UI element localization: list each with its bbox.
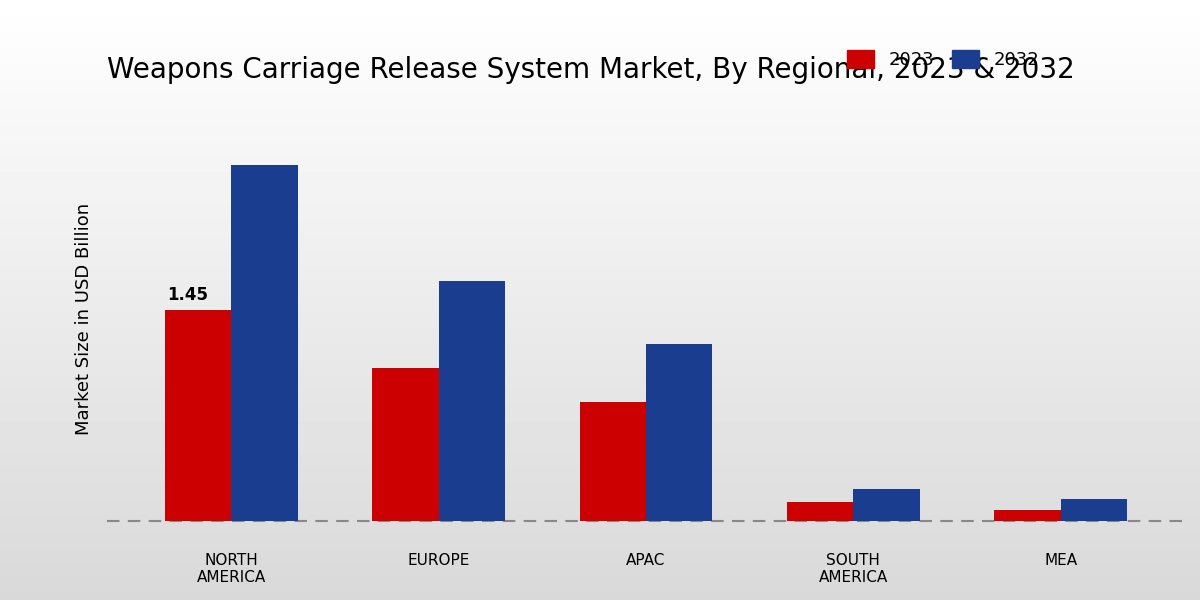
Bar <box>580 402 646 521</box>
Bar <box>439 281 505 521</box>
Bar <box>232 165 298 521</box>
Bar <box>164 310 232 521</box>
Bar <box>646 344 713 521</box>
Legend: 2023, 2032: 2023, 2032 <box>840 43 1046 76</box>
Text: Weapons Carriage Release System Market, By Regional, 2023 & 2032: Weapons Carriage Release System Market, … <box>107 56 1075 85</box>
Bar <box>995 509 1061 521</box>
Y-axis label: Market Size in USD Billion: Market Size in USD Billion <box>74 203 94 435</box>
Bar <box>372 368 439 521</box>
Bar <box>853 489 919 521</box>
Text: 1.45: 1.45 <box>167 286 209 304</box>
Bar <box>1061 499 1127 521</box>
Bar <box>787 502 853 521</box>
